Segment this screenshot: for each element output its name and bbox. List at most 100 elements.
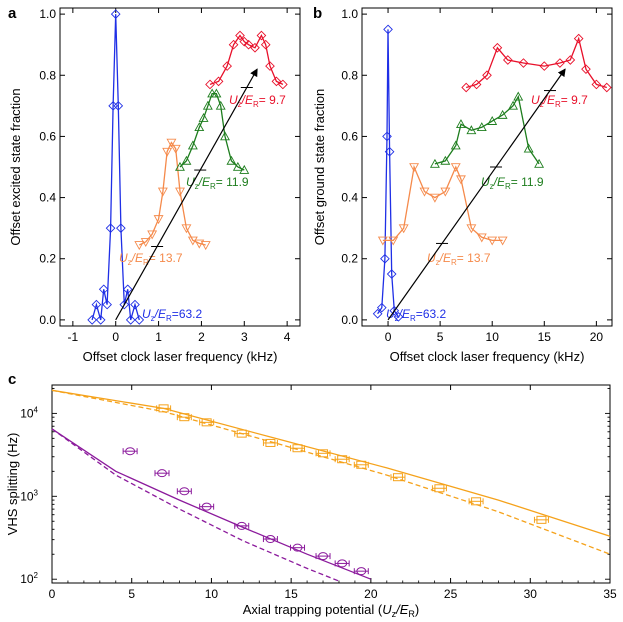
- b-data-point: [601, 82, 612, 93]
- b-y-tick-label: 0.0: [341, 313, 358, 327]
- a-x-tick-label: 0: [112, 330, 119, 344]
- b-y-tick-label: 0.4: [341, 191, 358, 205]
- a-series-label-ratio-value: 11.9: [226, 175, 249, 189]
- b-data-point: [450, 140, 461, 150]
- a-data-point: [202, 100, 213, 110]
- a-x-tick-label: 3: [241, 330, 248, 344]
- c-data-point: [201, 502, 212, 511]
- a-series-label-ratio-R: R: [143, 258, 149, 267]
- b-series-line: [466, 36, 607, 89]
- a-data-point: [256, 30, 267, 41]
- a-data-point: [228, 39, 239, 50]
- a-data-point: [95, 315, 106, 325]
- c-x-tick-label: 10: [205, 587, 219, 601]
- a-data-point: [147, 230, 158, 240]
- b-y-tick-label: 0.2: [341, 252, 358, 266]
- a-data-point: [265, 61, 275, 71]
- a-data-point: [116, 223, 126, 233]
- a-data-point: [166, 138, 177, 148]
- a-data-point: [194, 239, 205, 249]
- a-data-point: [260, 39, 271, 50]
- b-series-label-ratio-E: /E: [398, 307, 411, 321]
- a-series-label-ratio-E: /E: [154, 307, 167, 321]
- b-data-point: [429, 158, 440, 168]
- b-offset-arrow: [387, 68, 566, 321]
- b-data-point: [502, 55, 513, 65]
- a-series-label-ratio-eq: =: [172, 307, 179, 321]
- b-series-label-ratio-z: z: [436, 258, 440, 267]
- a-data-point: [134, 241, 145, 251]
- a-series-label-ratio-value: 63.2: [179, 307, 203, 321]
- b-series-label-ratio-R: R: [555, 100, 561, 109]
- a-data-point: [125, 315, 136, 325]
- b-series-label: Uz/ER=63.2: [386, 307, 446, 323]
- a-x-tick-label: 1: [155, 330, 162, 344]
- b-series-label-ratio-z: z: [395, 314, 399, 323]
- a-data-point: [122, 284, 133, 295]
- a-series-label-ratio-R: R: [253, 100, 259, 109]
- panel-a-axes: -1 0 1 2 3 4 0.0 0.2 0.4 0.6 0.8 1.0: [39, 7, 300, 344]
- b-data-point: [573, 33, 584, 44]
- b-data-point: [581, 64, 591, 74]
- a-data-point: [213, 76, 224, 87]
- b-series-label-ratio-eq: =: [457, 251, 467, 265]
- b-data-point: [386, 269, 397, 279]
- c-xlabel-U: U: [382, 602, 392, 617]
- a-data-point: [232, 161, 243, 171]
- c-x-tick-label: 20: [364, 587, 378, 601]
- c-data-point: [236, 429, 247, 438]
- b-series-label-ratio-E: /E: [493, 175, 506, 189]
- c-x-tick-label: 15: [284, 587, 298, 601]
- a-data-point: [102, 299, 112, 310]
- a-y-tick-label: 0.0: [39, 313, 56, 327]
- a-series-label-ratio-R: R: [166, 314, 172, 323]
- b-data-point: [384, 146, 395, 157]
- a-data-point: [130, 299, 140, 310]
- b-series-label-ratio-value: 11.9: [521, 175, 544, 189]
- b-x-tick-label: 15: [538, 330, 552, 344]
- a-y-tick-label: 0.6: [39, 129, 56, 143]
- b-data-point: [591, 79, 602, 90]
- a-series-label: Uz/ER= 13.7: [119, 251, 183, 267]
- b-data-point: [389, 305, 400, 316]
- a-data-point: [175, 187, 185, 197]
- b-data-point: [398, 224, 409, 234]
- a-data-point: [87, 315, 97, 325]
- c-data-point: [536, 515, 547, 524]
- c-x-tick-label: 5: [128, 587, 135, 601]
- a-data-point: [222, 61, 232, 71]
- b-y-tick-label: 0.8: [341, 68, 358, 82]
- b-series-label-ratio-E: /E: [439, 251, 452, 265]
- a-data-point: [187, 236, 198, 246]
- b-x-tick-label: 0: [385, 330, 392, 344]
- b-data-point: [380, 253, 390, 264]
- c-x-tick-label: 35: [603, 587, 617, 601]
- a-series-line: [209, 34, 284, 86]
- c-data-point: [265, 535, 276, 544]
- panel-c-y-axis-label: VHS splitting (Hz): [5, 433, 20, 536]
- a-data-point: [194, 122, 205, 132]
- c-xlabel-z: z: [392, 609, 397, 619]
- panel-a: -1 0 1 2 3 40.00.20.40.60.81.0 Uz/ER=63.2Uz/E…: [8, 7, 301, 364]
- a-data-point: [226, 155, 237, 165]
- a-data-point: [170, 144, 181, 154]
- a-series-label-ratio-z: z: [151, 314, 155, 323]
- panel-b-x-axis-label: Offset clock laser frequency (kHz): [390, 349, 585, 364]
- panel-a-letter: a: [8, 5, 17, 22]
- c-xlabel-E: /E: [395, 602, 409, 617]
- c-y-tick-exponent: 4: [34, 405, 39, 414]
- a-series-label: Uz/ER= 11.9: [186, 175, 249, 191]
- a-data-point: [162, 147, 173, 157]
- a-y-tick-label: 0.8: [39, 68, 56, 82]
- a-data-point: [119, 299, 130, 310]
- b-series-label: Uz/ER= 11.9: [481, 175, 544, 191]
- panel-c-plot: [51, 389, 611, 582]
- b-data-point: [508, 100, 519, 110]
- b-data-point: [497, 236, 508, 246]
- c-y-tick-exponent: 3: [34, 488, 39, 497]
- b-data-point: [487, 116, 498, 125]
